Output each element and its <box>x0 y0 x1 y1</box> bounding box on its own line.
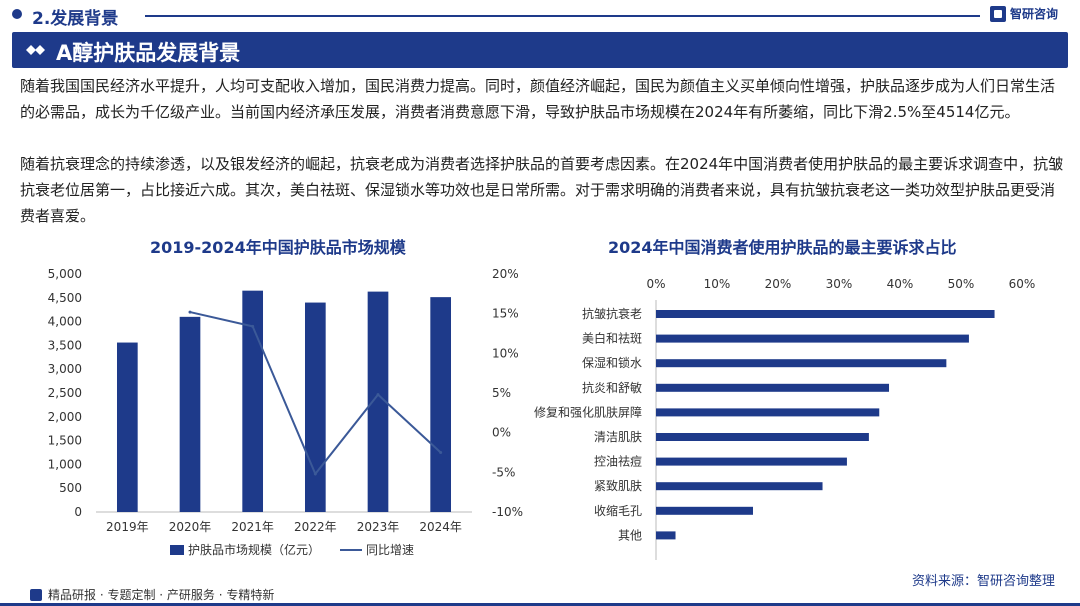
y-left-tick-label: 2,000 <box>48 410 82 424</box>
consumer-demand-chart: 0% 10% 20% 30% 40% 50% 60% 抗皱抗衰老美白和祛斑保湿和锁水抗炎和舒敏… <box>534 277 1036 560</box>
y-right-tick-label: 15% <box>492 307 519 321</box>
y-right-tick-label: -5% <box>492 465 515 479</box>
growth-rate-point <box>188 310 192 314</box>
growth-rate-point <box>313 472 317 476</box>
x-tick-label: 0% <box>646 277 665 291</box>
demand-bar <box>656 506 753 515</box>
logo-text: 智研咨询 <box>1010 7 1059 21</box>
demand-bar <box>656 433 869 441</box>
category-label: 抗炎和舒敏 <box>582 380 642 395</box>
demand-bar <box>656 359 947 368</box>
brand-logo: 智研咨询 <box>990 5 1058 22</box>
x-tick-label: 10% <box>704 277 731 291</box>
data-source: 资料来源：智研咨询整理 <box>912 574 1056 589</box>
y-right-tick-label: 10% <box>492 346 519 360</box>
market-size-bar <box>242 290 264 512</box>
market-size-bar <box>116 342 138 512</box>
y-right-tick-label: 20% <box>492 267 519 281</box>
x-tick-label: 20% <box>765 277 792 291</box>
legend-bar-label: 护肤品市场规模（亿元） <box>188 542 320 557</box>
page-title: A醇护肤品发展背景 <box>56 41 241 65</box>
demand-bar <box>656 334 969 343</box>
category-label: 紧致肌肤 <box>594 478 642 493</box>
market-size-bar <box>430 297 452 512</box>
y-left-tick-label: 1,000 <box>48 457 82 471</box>
y-left-tick-label: 4,500 <box>48 291 82 305</box>
section-title: 2.发展背景 <box>32 9 119 29</box>
x-tick-label: 60% <box>1009 277 1036 291</box>
x-tick-label: 50% <box>948 277 975 291</box>
footer-text: 精品研报 · 专题定制 · 产研服务 · 专精特新 <box>48 588 275 602</box>
market-size-bar <box>304 302 326 512</box>
title-banner: A醇护肤品发展背景 <box>12 32 1068 68</box>
x-tick-label: 2023年 <box>357 520 400 534</box>
chart-title-market-size: 2019-2024年中国护肤品市场规模 <box>150 238 406 257</box>
category-label: 抗皱抗衰老 <box>582 306 642 321</box>
x-tick-label: 2020年 <box>169 520 212 534</box>
section-bullet-icon <box>12 9 22 19</box>
y-left-tick-label: 0 <box>74 505 82 519</box>
x-tick-label: 2022年 <box>294 520 337 534</box>
x-tick-label: 30% <box>826 277 853 291</box>
category-label: 修复和强化肌肤屏障 <box>534 404 642 419</box>
bottom-border <box>0 603 1080 606</box>
demand-bar <box>656 310 995 318</box>
growth-rate-point <box>439 451 443 454</box>
y-left-tick-label: 2,500 <box>48 386 82 400</box>
category-label: 保湿和锁水 <box>582 355 642 370</box>
demand-bar <box>656 408 880 417</box>
y-left-tick-label: 4,000 <box>48 315 82 329</box>
demand-bar <box>656 383 890 392</box>
y-left-tick-label: 3,500 <box>48 338 82 352</box>
market-size-bar <box>367 291 389 512</box>
growth-rate-point <box>251 324 255 328</box>
double-diamond-icon <box>26 45 45 55</box>
category-label: 其他 <box>618 528 642 542</box>
demand-bar <box>656 531 676 540</box>
growth-rate-point <box>376 393 380 397</box>
y-right-tick-label: -10% <box>492 505 523 519</box>
x-tick-label: 2019年 <box>106 520 149 534</box>
paragraph-antiaging: 随着抗衰理念的持续渗透，以及银发经济的崛起，抗衰老成为消费者选择护肤品的首要考虑… <box>20 155 1064 225</box>
x-tick-label: 2021年 <box>231 520 274 534</box>
category-label: 收缩毛孔 <box>594 503 642 518</box>
footer: 精品研报 · 专题定制 · 产研服务 · 专精特新 <box>30 586 274 603</box>
market-size-chart: 0 500 1,000 1,500 2,000 2,500 3,000 3,500 4,000 4… <box>48 267 523 557</box>
chart-title-demands: 2024年中国消费者使用护肤品的最主要诉求占比 <box>608 238 957 257</box>
legend-line-label: 同比增速 <box>366 543 414 557</box>
logo-icon <box>990 5 1006 22</box>
footer-logo-icon <box>30 588 42 601</box>
demand-bar <box>656 482 823 491</box>
demand-bar <box>656 457 847 466</box>
category-label: 清洁肌肤 <box>594 429 642 444</box>
legend-bar-swatch <box>170 545 184 555</box>
y-left-tick-label: 3,000 <box>48 362 82 376</box>
y-left-tick-label: 1,500 <box>48 434 82 448</box>
header-divider <box>145 15 980 17</box>
y-left-tick-label: 500 <box>59 481 82 495</box>
x-tick-label: 40% <box>887 277 914 291</box>
y-right-tick-label: 5% <box>492 386 511 400</box>
paragraph-market: 随着我国国民经济水平提升，人均可支配收入增加，国民消费力提高。同时，颜值经济崛起… <box>20 77 1056 121</box>
category-label: 美白和祛斑 <box>582 331 642 346</box>
top-bar: 2.发展背景 智研咨询 <box>0 0 1080 30</box>
market-size-bar <box>179 316 201 512</box>
x-tick-label: 2024年 <box>419 520 462 534</box>
category-label: 控油祛痘 <box>594 454 642 469</box>
y-left-tick-label: 5,000 <box>48 267 82 281</box>
y-right-tick-label: 0% <box>492 426 511 440</box>
